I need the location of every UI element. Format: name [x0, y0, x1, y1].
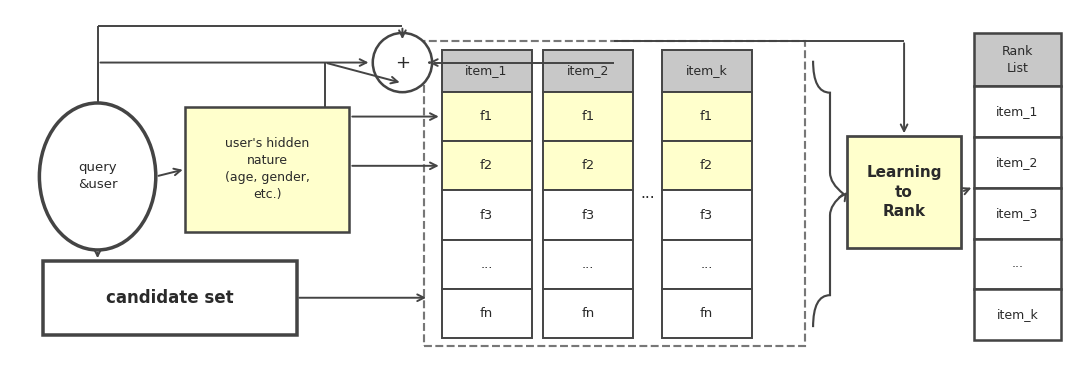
Text: fn: fn — [581, 307, 595, 320]
Text: item_1: item_1 — [465, 64, 508, 77]
FancyBboxPatch shape — [662, 50, 752, 92]
FancyBboxPatch shape — [974, 33, 1061, 87]
Text: ...: ... — [1011, 258, 1024, 270]
FancyBboxPatch shape — [847, 136, 961, 248]
Text: ...: ... — [701, 258, 713, 271]
Text: item_k: item_k — [686, 64, 728, 77]
FancyBboxPatch shape — [662, 92, 752, 141]
Text: fn: fn — [480, 307, 494, 320]
Text: ...: ... — [582, 258, 594, 271]
FancyBboxPatch shape — [543, 190, 633, 240]
Text: Learning
to
Rank: Learning to Rank — [866, 165, 942, 219]
Text: f1: f1 — [581, 110, 595, 123]
Text: item_2: item_2 — [996, 156, 1039, 169]
Text: f2: f2 — [700, 159, 713, 172]
Text: item_1: item_1 — [996, 105, 1039, 118]
Text: ...: ... — [640, 186, 654, 201]
Text: f3: f3 — [700, 209, 713, 222]
FancyBboxPatch shape — [662, 141, 752, 190]
FancyBboxPatch shape — [543, 289, 633, 338]
FancyBboxPatch shape — [543, 141, 633, 190]
FancyBboxPatch shape — [442, 190, 531, 240]
FancyBboxPatch shape — [974, 188, 1061, 238]
Text: candidate set: candidate set — [106, 289, 233, 307]
FancyBboxPatch shape — [974, 289, 1061, 340]
Ellipse shape — [39, 103, 156, 250]
FancyBboxPatch shape — [543, 92, 633, 141]
Text: f3: f3 — [581, 209, 595, 222]
Text: f1: f1 — [480, 110, 494, 123]
Text: fn: fn — [700, 307, 713, 320]
Text: f3: f3 — [480, 209, 494, 222]
Text: item_k: item_k — [997, 308, 1038, 321]
Ellipse shape — [373, 33, 432, 92]
FancyBboxPatch shape — [662, 240, 752, 289]
FancyBboxPatch shape — [442, 50, 531, 92]
FancyBboxPatch shape — [442, 141, 531, 190]
FancyBboxPatch shape — [442, 92, 531, 141]
FancyBboxPatch shape — [442, 289, 531, 338]
FancyBboxPatch shape — [442, 240, 531, 289]
Text: item_2: item_2 — [567, 64, 609, 77]
FancyBboxPatch shape — [662, 289, 752, 338]
FancyBboxPatch shape — [974, 238, 1061, 289]
FancyBboxPatch shape — [42, 261, 297, 334]
Text: f2: f2 — [480, 159, 494, 172]
Text: f2: f2 — [581, 159, 595, 172]
FancyBboxPatch shape — [186, 106, 350, 232]
Text: query
&user: query &user — [78, 162, 118, 192]
Text: +: + — [395, 54, 410, 72]
FancyBboxPatch shape — [662, 190, 752, 240]
Text: Rank
List: Rank List — [1001, 45, 1034, 75]
FancyBboxPatch shape — [543, 240, 633, 289]
Text: item_3: item_3 — [996, 207, 1039, 220]
Text: f1: f1 — [700, 110, 713, 123]
FancyBboxPatch shape — [543, 50, 633, 92]
Text: user's hidden
nature
(age, gender,
etc.): user's hidden nature (age, gender, etc.) — [225, 137, 310, 201]
Text: ...: ... — [481, 258, 492, 271]
FancyBboxPatch shape — [974, 137, 1061, 188]
FancyBboxPatch shape — [974, 87, 1061, 137]
